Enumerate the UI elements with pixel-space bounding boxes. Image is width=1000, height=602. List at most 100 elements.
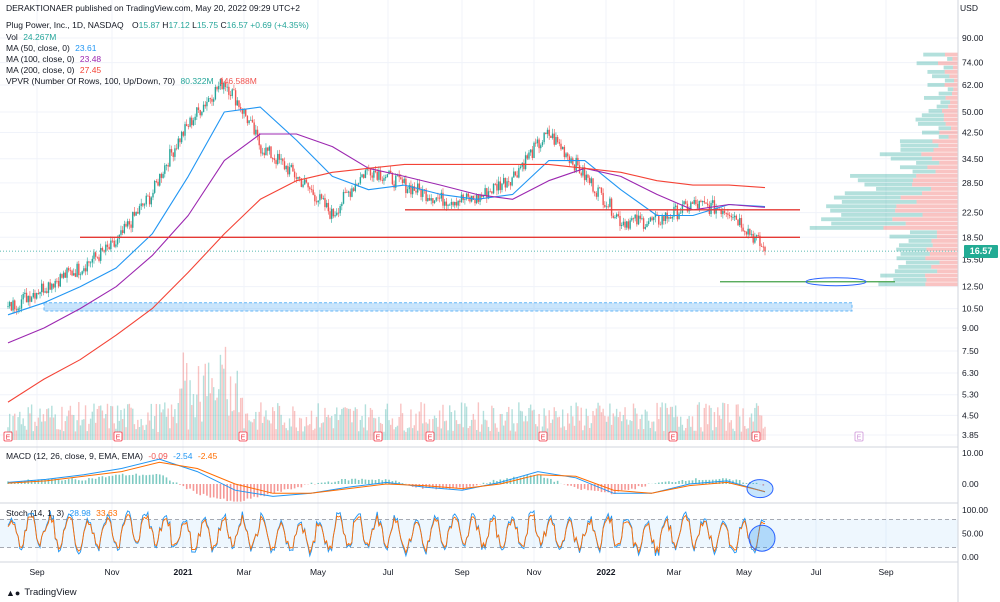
macd-legend[interactable]: MACD (12, 26, close, 9, EMA, EMA) -0.09 … (6, 451, 217, 462)
stoch-legend[interactable]: Stoch (14, 1, 3) 28.98 33.63 (6, 508, 117, 519)
volume-bar (356, 409, 358, 440)
volume-bar (739, 416, 741, 440)
candle-body (170, 149, 173, 153)
volume-bar (551, 419, 554, 440)
ma50-legend[interactable]: MA (50, close, 0) 23.61 (6, 43, 96, 54)
macd-histogram-bar (391, 481, 394, 484)
volume-bar (339, 414, 341, 440)
vpvr-down-bar (949, 74, 958, 79)
vpvr-up-bar (899, 165, 928, 170)
candle-body (587, 174, 589, 178)
candle-body (282, 158, 284, 162)
candle-body (174, 148, 176, 157)
vpvr-legend[interactable]: VPVR (Number Of Rows, 100, Up/Down, 70) … (6, 76, 257, 87)
volume-bar (494, 423, 496, 440)
macd-histogram-bar (604, 484, 606, 493)
candle-body (513, 171, 515, 178)
volume-bar (293, 410, 296, 440)
candle-body (290, 164, 292, 168)
macd-histogram-bar (111, 475, 114, 484)
support-lines[interactable] (0, 209, 958, 287)
price-tick-label: 9.00 (962, 323, 979, 333)
volume-bar (491, 405, 493, 440)
volume-bar (315, 416, 318, 440)
candle-body (585, 174, 587, 181)
ma100-legend[interactable]: MA (100, close, 0) 23.48 (6, 54, 101, 65)
volume-bar (179, 388, 181, 440)
macd-histogram-bar (570, 484, 572, 486)
candle-body (349, 191, 351, 197)
volume-bar (545, 415, 547, 440)
vol-legend[interactable]: Vol 24.267M (6, 32, 56, 43)
candle-body (428, 198, 431, 201)
candle-body (484, 188, 486, 196)
vpvr-down-bar (892, 217, 958, 222)
volume-bar (187, 429, 190, 440)
vpvr-up-bar (947, 87, 954, 92)
volume-bar (164, 402, 166, 440)
volume-bar (722, 402, 724, 440)
macd-histogram-bar (489, 482, 491, 484)
volume-bar (568, 423, 571, 440)
vpvr-down-bar (931, 156, 958, 161)
symbol-legend[interactable]: Plug Power, Inc., 1D, NASDAQ O15.87 H17.… (6, 20, 309, 31)
volume-bar (629, 420, 631, 440)
volume-bar (239, 397, 242, 440)
candle-body (130, 224, 132, 228)
volume-bar (174, 409, 176, 440)
candle-body (219, 79, 222, 87)
price-axis[interactable]: 90.00 74.00 62.00 50.00 42.50 34.50 28.50 22.50… (962, 33, 988, 562)
candle-body (740, 218, 743, 228)
volume-bar (241, 397, 244, 440)
macd-histogram-bar (290, 484, 293, 490)
candle-body (187, 126, 190, 127)
time-axis[interactable]: Sep Nov 2021 Mar May Jul Sep Nov 2022 Mar May Jul Se… (29, 567, 893, 577)
volume-bar (735, 404, 738, 440)
tradingview-brand[interactable]: ▲● TradingView (6, 587, 77, 598)
candle-body (541, 142, 544, 146)
volume-bar (137, 419, 139, 440)
volume-bar (165, 416, 168, 440)
ma50-value: 23.61 (75, 43, 97, 53)
volume-bar (489, 431, 491, 440)
volume-bar (344, 407, 346, 440)
symbol-name[interactable]: Plug Power, Inc., 1D, NASDAQ (6, 20, 124, 30)
volume-bar (508, 406, 510, 440)
candle-body (578, 165, 581, 174)
candle-body (690, 202, 692, 209)
macd-histogram-bar (287, 484, 289, 490)
volume-bar (113, 423, 115, 440)
candle-body (66, 268, 68, 278)
candle-body (764, 246, 766, 252)
candle-body (334, 215, 336, 217)
vpvr-up-bar (900, 143, 939, 148)
candle-body (572, 158, 574, 165)
candle-body (223, 82, 225, 90)
vpvr-down-bar (937, 61, 958, 66)
candle-body (383, 178, 385, 181)
volume-bar (688, 416, 690, 440)
macd-tick-label: 10.00 (962, 448, 984, 458)
candle-body (595, 192, 598, 197)
candle-body (84, 268, 87, 272)
macd-histogram-bar (71, 478, 73, 484)
vpvr-down-bar (921, 152, 958, 157)
volume-bar (253, 418, 255, 440)
volume-bar (393, 429, 395, 440)
candle-body (712, 200, 714, 203)
vpvr-up-bar (921, 130, 940, 135)
candle-body (693, 200, 695, 204)
candle-body (565, 153, 567, 158)
candle-body (180, 131, 183, 143)
candle-body (597, 187, 599, 197)
volume-bar (101, 410, 104, 440)
candle-body (654, 214, 657, 218)
ma200-legend[interactable]: MA (200, close, 0) 27.45 (6, 65, 101, 76)
volume-bar (145, 424, 147, 440)
vpvr-up-bar (879, 152, 922, 157)
vpvr-down-bar (937, 269, 958, 274)
candle-body (432, 198, 434, 204)
candle-body (550, 135, 552, 138)
